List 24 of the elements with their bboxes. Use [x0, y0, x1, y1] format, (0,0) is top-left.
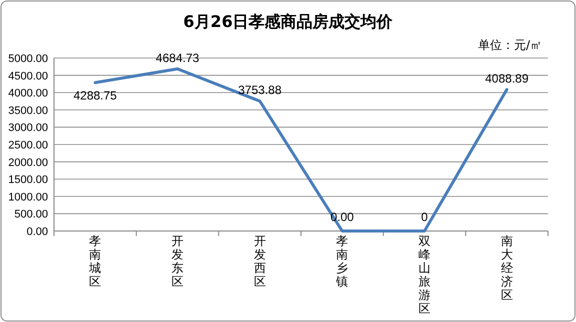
data-label: 3753.88 [238, 83, 282, 98]
x-tick-label: 开发西区 [254, 234, 266, 288]
y-tick-label: 4000.00 [8, 88, 48, 100]
data-label: 4684.73 [156, 50, 200, 65]
chart-title: 6月26日孝感商品房成交均价 [183, 12, 394, 31]
data-label: 0 [421, 210, 428, 224]
y-tick-label: 3500.00 [8, 104, 48, 117]
y-tick-label: 2000.00 [8, 156, 48, 169]
x-tick-label: 双峰山旅游区 [418, 234, 430, 316]
x-tick-label: 孝南乡镇 [335, 234, 348, 288]
y-tick-label: 500.00 [14, 208, 48, 221]
y-tick-label: 1000.00 [8, 191, 48, 204]
text: 单位：元/㎡ [478, 38, 542, 52]
y-tick-label: 0.00 [26, 226, 48, 238]
x-tick-label: 开发东区 [172, 234, 184, 288]
y-tick-label: 3000.00 [8, 122, 48, 134]
data-label: 4288.75 [73, 88, 118, 103]
x-tick-label: 孝南城区 [88, 234, 102, 288]
data-label: 4088.89 [485, 72, 529, 86]
y-tick-label: 1500.00 [8, 174, 48, 186]
y-tick-label: 5000.00 [8, 53, 48, 65]
y-tick-label: 2500.00 [8, 140, 48, 152]
y-tick-label: 4500.00 [8, 70, 48, 82]
x-tick-label: 南大经济区 [500, 234, 513, 302]
